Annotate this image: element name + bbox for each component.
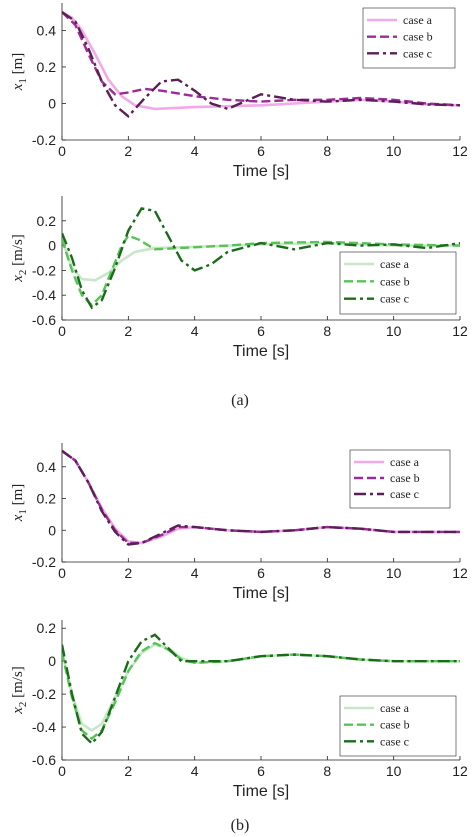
y-tick-label: 0.2 bbox=[37, 491, 57, 507]
y-tick-label: 0 bbox=[48, 653, 56, 669]
series-line-case-c bbox=[62, 449, 460, 546]
y-axis-label: x1 [m] bbox=[10, 53, 29, 92]
x-tick-label: 2 bbox=[124, 763, 132, 779]
x-axis-label: Time [s] bbox=[233, 163, 289, 180]
legend-label: case b bbox=[403, 30, 433, 44]
x-tick-label: 12 bbox=[452, 763, 468, 779]
x-tick-label: 10 bbox=[386, 143, 402, 159]
y-tick-label: 0 bbox=[48, 95, 56, 111]
x-tick-label: 0 bbox=[58, 763, 66, 779]
y-tick-label: 0.2 bbox=[37, 213, 57, 229]
x-tick-label: 6 bbox=[257, 143, 265, 159]
series-line-case-c bbox=[62, 633, 460, 746]
x-tick-label: 12 bbox=[452, 143, 468, 159]
legend-label: case b bbox=[380, 718, 410, 732]
x-tick-label: 4 bbox=[191, 323, 199, 339]
y-tick-label: -0.6 bbox=[32, 312, 56, 328]
y-tick-label: 0 bbox=[48, 522, 56, 538]
x-tick-label: 0 bbox=[58, 323, 66, 339]
series-line-case-c bbox=[62, 207, 460, 310]
x-tick-label: 8 bbox=[323, 323, 331, 339]
y-axis-label: x2 [m/s] bbox=[10, 666, 29, 715]
y-tick-label: 0.2 bbox=[37, 59, 57, 75]
legend: case a case b case c bbox=[362, 7, 456, 69]
x-axis-label: Time [s] bbox=[233, 343, 289, 360]
legend: case a case b case c bbox=[339, 251, 457, 315]
x-tick-label: 8 bbox=[323, 565, 331, 581]
legend-label: case c bbox=[380, 734, 409, 748]
x-tick-label: 10 bbox=[386, 323, 402, 339]
y-tick-label: -0.4 bbox=[32, 719, 56, 735]
x-tick-label: 6 bbox=[257, 763, 265, 779]
chart-b_x2: 0 2 4 6 8 10 12 -0.6 -0.4 -0.2 0 0.2 Time [s] x2 [m/s… bbox=[10, 620, 468, 800]
x-tick-label: 6 bbox=[257, 565, 265, 581]
x-axis-label: Time [s] bbox=[233, 783, 289, 800]
legend: case a case b case c bbox=[349, 449, 451, 509]
x-tick-label: 2 bbox=[124, 143, 132, 159]
y-tick-label: -0.6 bbox=[32, 752, 56, 768]
x-tick-label: 4 bbox=[191, 763, 199, 779]
legend-label: case a bbox=[390, 455, 420, 469]
x-tick-label: 2 bbox=[124, 565, 132, 581]
legend-box bbox=[349, 449, 451, 509]
y-tick-label: -0.2 bbox=[32, 262, 56, 278]
legend-label: case b bbox=[390, 471, 420, 485]
y-axis-label: x2 [m/s] bbox=[10, 234, 29, 283]
y-tick-label: 0.2 bbox=[37, 620, 57, 636]
x-tick-label: 8 bbox=[323, 763, 331, 779]
y-tick-label: -0.2 bbox=[32, 686, 56, 702]
x-tick-label: 4 bbox=[191, 143, 199, 159]
legend-label: case c bbox=[390, 487, 419, 501]
x-tick-label: 12 bbox=[452, 565, 468, 581]
x-axis-label: Time [s] bbox=[233, 585, 289, 602]
y-tick-label: 0.4 bbox=[37, 22, 57, 38]
legend-box bbox=[362, 7, 456, 69]
x-tick-label: 6 bbox=[257, 323, 265, 339]
x-tick-label: 10 bbox=[386, 565, 402, 581]
y-tick-label: -0.4 bbox=[32, 287, 56, 303]
caption-b: (b) bbox=[231, 817, 250, 834]
legend-box bbox=[339, 695, 457, 757]
x-tick-label: 2 bbox=[124, 323, 132, 339]
x-tick-label: 12 bbox=[452, 323, 468, 339]
series-line-case-c bbox=[62, 11, 460, 118]
legend-label: case a bbox=[380, 257, 410, 271]
legend: case a case b case c bbox=[339, 695, 457, 757]
chart-a_x2: 0 2 4 6 8 10 12 -0.6 -0.4 -0.2 0 0.2 Time [s] x2 [m/s… bbox=[10, 196, 468, 360]
y-axis-label: x1 [m] bbox=[10, 484, 29, 523]
x-tick-label: 0 bbox=[58, 143, 66, 159]
legend-label: case a bbox=[403, 13, 433, 27]
y-tick-label: 0.4 bbox=[37, 459, 57, 475]
legend-label: case c bbox=[403, 46, 432, 60]
x-tick-label: 0 bbox=[58, 565, 66, 581]
legend-label: case b bbox=[380, 274, 410, 288]
x-tick-label: 8 bbox=[323, 143, 331, 159]
legend-label: case a bbox=[380, 701, 410, 715]
legend-box bbox=[339, 251, 457, 315]
legend-label: case c bbox=[380, 292, 409, 306]
y-tick-label: -0.2 bbox=[32, 554, 56, 570]
x-tick-label: 4 bbox=[191, 565, 199, 581]
x-tick-label: 10 bbox=[386, 763, 402, 779]
y-tick-label: 0 bbox=[48, 238, 56, 254]
y-tick-label: -0.2 bbox=[32, 132, 56, 148]
caption-a: (a) bbox=[231, 392, 249, 409]
